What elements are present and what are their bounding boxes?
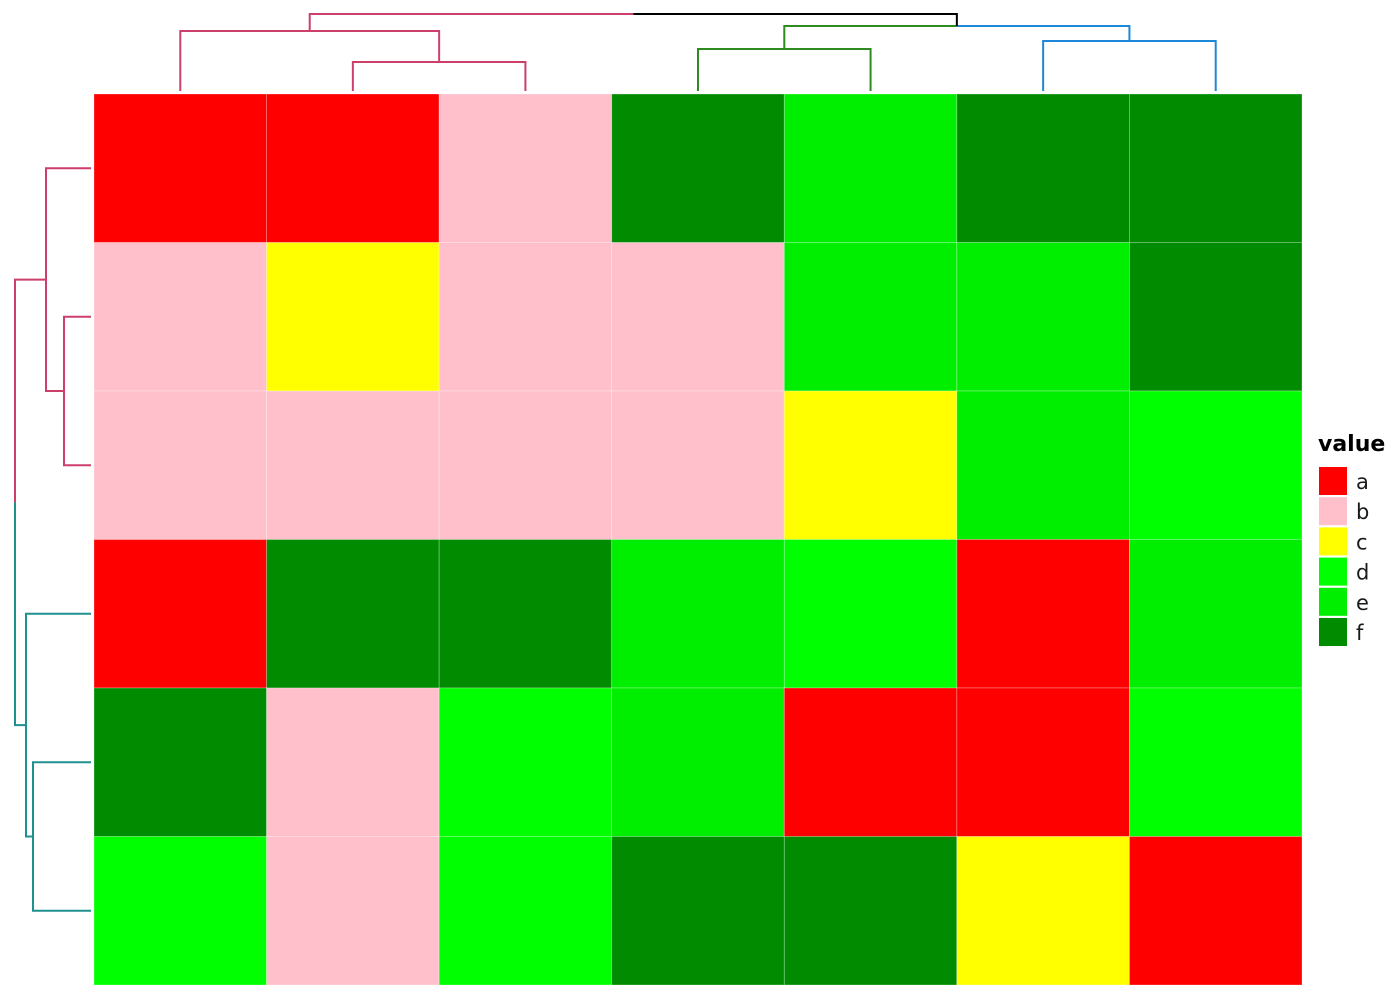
heatmap-cell (93, 836, 267, 986)
heatmap-cell (93, 242, 267, 392)
heatmap-cell (438, 390, 613, 540)
heatmap-cell (266, 93, 440, 243)
heatmap-cell (611, 836, 785, 986)
dendrogram-branch (697, 48, 872, 91)
heatmap-cell (266, 687, 440, 837)
dendrogram-branch (25, 612, 91, 838)
heatmap-cell (783, 836, 958, 986)
heatmap-cell (438, 93, 613, 243)
heatmap-cell (93, 687, 267, 837)
heatmap-cell (611, 242, 785, 392)
heatmap-cell (611, 390, 785, 540)
heatmap-cell (1129, 242, 1303, 392)
heatmap-cell (956, 687, 1130, 837)
legend-label: c (1356, 530, 1368, 554)
heatmap-cell (783, 390, 958, 540)
heatmap-cell (611, 687, 785, 837)
heatmap-cell (611, 539, 785, 689)
legend-swatch (1319, 467, 1347, 495)
dendrogram-branch (783, 25, 957, 49)
heatmap-cell (266, 836, 440, 986)
dendrogram-branch (633, 13, 958, 26)
heatmap-cell (956, 539, 1130, 689)
heatmap-cell (1129, 687, 1303, 837)
dendrogram-branch (32, 761, 91, 912)
legend-swatch (1319, 587, 1347, 616)
dendrogram-branch (1042, 40, 1217, 91)
heatmap-cell (783, 539, 958, 689)
legend-label: a (1356, 470, 1369, 494)
heatmap-cell (93, 539, 267, 689)
legend-label: f (1356, 621, 1364, 645)
heatmap-cell (783, 242, 958, 392)
legend-swatch (1319, 527, 1347, 556)
heatmap-cell (438, 539, 613, 689)
legend-label: b (1356, 500, 1369, 524)
heatmap-cell (438, 836, 613, 986)
dendrogram-branch (14, 278, 46, 503)
heatmap-cell (783, 687, 958, 837)
heatmap-cell (93, 93, 267, 243)
heatmap-cell (956, 242, 1130, 392)
heatmap-cell (266, 390, 440, 540)
legend-label: e (1356, 591, 1369, 615)
legend-swatch (1319, 618, 1347, 646)
heatmap-cell (1129, 390, 1303, 540)
heatmap-cell (956, 93, 1130, 243)
heatmap-cell (1129, 539, 1303, 689)
legend-swatch (1319, 557, 1347, 586)
heatmap-cell (266, 539, 440, 689)
heatmap-cell (1129, 93, 1303, 243)
dendrogram-branch (45, 167, 91, 392)
heatmap-cell (783, 93, 958, 243)
heatmap-cell (1129, 836, 1303, 986)
legend-swatch (1319, 497, 1347, 526)
heatmap-cell (438, 687, 613, 837)
heatmap-cell (266, 242, 440, 392)
dendrogram-branch (63, 315, 91, 467)
row-dendrogram (14, 167, 91, 912)
legend-label: d (1356, 561, 1369, 585)
column-dendrogram (179, 13, 1217, 91)
dendrogram-branch (14, 502, 26, 727)
heatmap-cell (956, 390, 1130, 540)
heatmap-cells (93, 93, 1303, 986)
dendrogram-branch (956, 25, 1131, 41)
heatmap-cell (438, 242, 613, 392)
dendrogram-branch (351, 61, 527, 91)
dendrogram-branch (308, 13, 634, 31)
heatmap-cell (93, 390, 267, 540)
heatmap-cell (956, 836, 1130, 986)
heatmap-cell (611, 93, 785, 243)
legend-title: value (1318, 432, 1385, 457)
